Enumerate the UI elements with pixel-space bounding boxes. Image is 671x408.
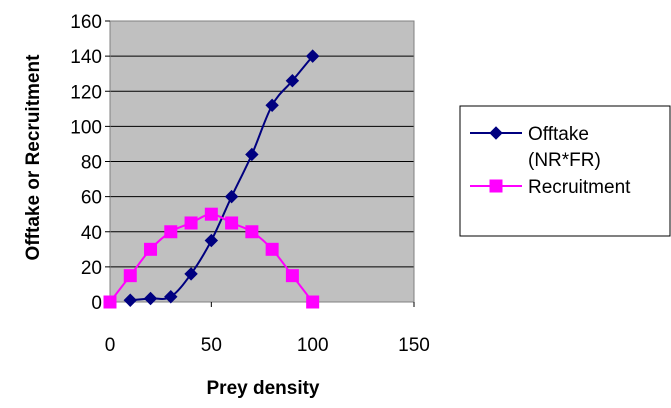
x-tick-label: 150 — [398, 335, 430, 356]
x-axis: 0 50 100 150 — [105, 302, 430, 356]
y-tick-label: 120 — [70, 82, 102, 103]
legend-marker — [489, 126, 503, 140]
data-point — [224, 189, 239, 204]
series-recruitment — [103, 207, 320, 309]
x-tick-label: 50 — [201, 335, 222, 356]
y-tick-label: 0 — [91, 293, 102, 314]
data-point — [285, 74, 300, 88]
data-point — [204, 233, 219, 248]
legend-label: Offtake — [528, 124, 589, 145]
x-tick-label: 100 — [297, 335, 329, 356]
data-point — [164, 290, 178, 304]
data-point — [245, 225, 259, 239]
legend-label: Recruitment — [528, 177, 631, 198]
y-tick-label: 20 — [81, 258, 102, 279]
data-point — [285, 269, 299, 283]
y-axis-title: Offtake or Recruitment — [23, 54, 44, 261]
data-point — [123, 293, 137, 307]
legend-marker — [489, 179, 503, 193]
data-point — [305, 49, 320, 63]
data-point — [306, 295, 320, 309]
series-layer — [103, 49, 320, 309]
y-tick-label: 40 — [81, 223, 102, 244]
data-point — [184, 216, 198, 230]
legend-label: (NR*FR) — [528, 150, 601, 171]
data-point — [143, 291, 158, 306]
x-axis-title: Prey density — [207, 378, 320, 399]
data-point — [265, 242, 279, 256]
y-tick-label: 60 — [81, 188, 102, 209]
y-tick-label: 140 — [70, 47, 102, 68]
data-point — [164, 225, 178, 239]
series-offtake — [123, 49, 320, 307]
data-point — [245, 147, 259, 162]
series-line — [130, 55, 314, 302]
legend-entry-offtake: Offtake (NR*FR) — [470, 124, 601, 171]
legend: Offtake (NR*FR) Recruitment — [459, 105, 671, 237]
data-point — [103, 295, 117, 309]
y-tick-label: 80 — [81, 153, 102, 174]
data-point — [184, 267, 198, 281]
data-point — [225, 216, 239, 230]
data-point — [123, 269, 137, 283]
y-tick-label: 160 — [70, 12, 102, 33]
data-point — [144, 242, 158, 256]
x-tick-label: 0 — [105, 335, 116, 356]
y-axis: 0 20 40 60 80 100 120 140 160 — [70, 12, 110, 314]
data-point — [265, 98, 279, 113]
y-tick-label: 100 — [70, 117, 102, 138]
legend-entry-recruitment: Recruitment — [470, 177, 631, 198]
data-point — [204, 207, 218, 221]
